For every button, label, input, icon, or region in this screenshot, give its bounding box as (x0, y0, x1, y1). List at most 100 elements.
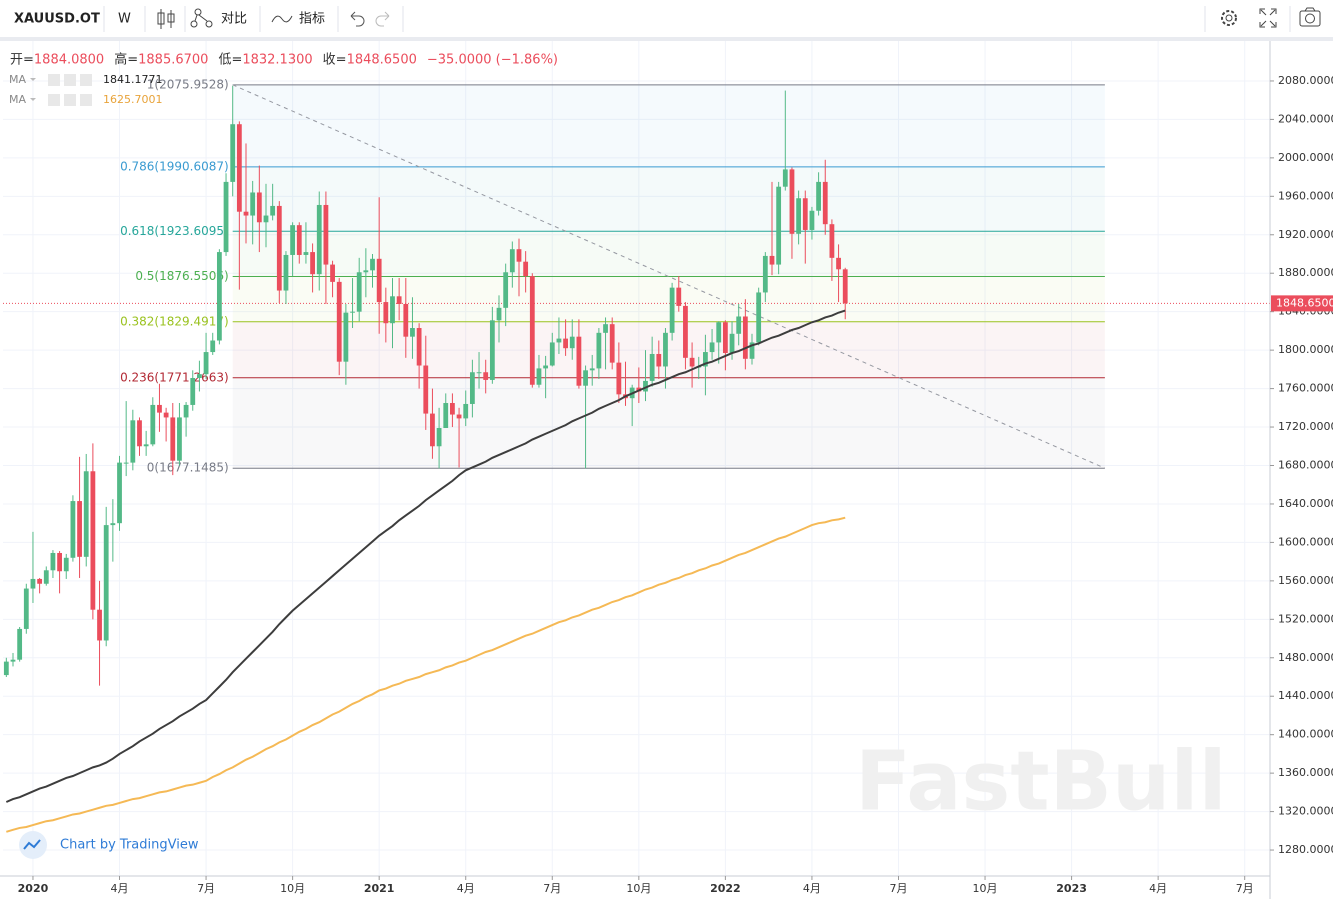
fib-zone (232, 84, 1105, 167)
candle-body (197, 374, 202, 379)
candle-body (230, 124, 236, 182)
redo-button[interactable] (375, 11, 390, 27)
candle-body (516, 249, 522, 262)
fib-zone (232, 166, 1105, 232)
fullscreen-button[interactable] (1259, 8, 1277, 28)
fib-trend-line (232, 84, 1106, 469)
last-price-label: 1848.6500 (1276, 296, 1333, 309)
indicators-button[interactable]: 指标 (299, 12, 325, 27)
y-tick-label: 1400.0000 (1278, 728, 1333, 741)
candle-body (403, 303, 409, 337)
compare-icon[interactable] (190, 8, 213, 28)
candle-body (756, 292, 762, 343)
candle-body (110, 523, 116, 526)
x-tick-label: 2021 (364, 882, 395, 895)
y-tick-label: 1280.0000 (1278, 843, 1333, 856)
candle-body (709, 342, 715, 353)
compare-button[interactable]: 对比 (221, 12, 247, 27)
candle-body (776, 186, 782, 265)
ma-legend-button[interactable] (48, 94, 60, 106)
candle-body (350, 311, 355, 313)
candle-body (503, 272, 509, 308)
candle-body (157, 404, 162, 413)
x-tick-label: 2020 (18, 882, 49, 895)
y-tick-label: 2080.0000 (1278, 74, 1333, 87)
candle-body (703, 352, 708, 367)
candle-body (303, 252, 309, 255)
fib-zone (232, 276, 1105, 322)
candle-body (97, 609, 102, 641)
candle-body (250, 192, 256, 216)
toolbar-divider (0, 37, 1333, 41)
candle-body (356, 272, 362, 312)
candle-body (676, 287, 682, 306)
fib-label: 1(2075.9528) (147, 77, 229, 91)
ma-line (6, 516, 846, 833)
candle-body (603, 324, 608, 333)
x-tick-label: 4月 (111, 882, 129, 895)
fib-label: 0.382(1829.4917) (120, 314, 229, 328)
candle-body (256, 192, 262, 223)
fib-label: 0(1677.1485) (147, 461, 229, 475)
candle-body (177, 417, 182, 461)
candle-body (150, 404, 156, 445)
ma-legend-button[interactable] (64, 94, 76, 106)
candle-body (509, 249, 515, 273)
ohlc-label: 收= (323, 53, 347, 68)
candle-body (223, 181, 229, 253)
ma-legend-button[interactable] (64, 74, 76, 86)
settings-button[interactable] (1221, 10, 1237, 26)
x-tick-label: 2022 (710, 882, 741, 895)
candle-body (163, 412, 169, 418)
ohlc-change: −35.0000 (−1.86%) (427, 53, 558, 68)
candle-body (423, 365, 429, 414)
credit[interactable]: Chart by TradingView (60, 838, 199, 853)
ma-legend-button[interactable] (80, 74, 92, 86)
candle-body (57, 552, 62, 572)
y-tick-label: 1320.0000 (1278, 805, 1333, 818)
candle-body (549, 342, 555, 366)
tradingview-logo[interactable] (19, 831, 47, 859)
candle-body (276, 205, 282, 291)
undo-button[interactable] (350, 11, 365, 27)
candle-body (263, 215, 269, 223)
fib-label: 0.236(1771.2663) (120, 370, 229, 384)
ohlc-value: 1832.1300 (242, 53, 312, 68)
candle-body (689, 357, 695, 367)
candle-body (476, 372, 482, 374)
ma-legend-button[interactable] (80, 94, 92, 106)
candle-body (170, 417, 176, 461)
candle-body (370, 258, 375, 271)
candle-body (236, 124, 242, 212)
candle-body (10, 659, 16, 662)
candle-body (430, 413, 435, 447)
ma-legend-button[interactable] (48, 74, 60, 86)
candle-body (390, 296, 395, 324)
interval[interactable]: W (118, 12, 131, 27)
candle-body (656, 353, 662, 367)
candle-body (836, 257, 841, 270)
y-tick-label: 1920.0000 (1278, 228, 1333, 241)
snapshot-button[interactable] (1299, 7, 1321, 27)
x-tick-label: 4月 (457, 882, 475, 895)
candle-body (683, 305, 688, 358)
candle-body (483, 372, 489, 380)
candle-body (37, 578, 43, 584)
y-tick-label: 2000.0000 (1278, 151, 1333, 164)
symbol[interactable]: XAUUSD.OT (14, 12, 100, 27)
ohlc-label: 低= (218, 53, 242, 68)
x-tick-label: 4月 (803, 882, 821, 895)
fib-zone (232, 377, 1105, 469)
y-tick-label: 1360.0000 (1278, 766, 1333, 779)
candle-body (137, 420, 142, 447)
y-tick-label: 1640.0000 (1278, 497, 1333, 510)
candle-body (296, 225, 302, 255)
candle-body (290, 225, 296, 255)
chart-style-button[interactable] (157, 9, 175, 29)
watermark: FastBull (855, 734, 1227, 829)
indicator-icon[interactable] (271, 15, 293, 23)
fib-zone (232, 321, 1105, 378)
candle-body (523, 261, 529, 277)
ma-legend-name: MA (9, 93, 26, 106)
candle-body (30, 578, 36, 589)
